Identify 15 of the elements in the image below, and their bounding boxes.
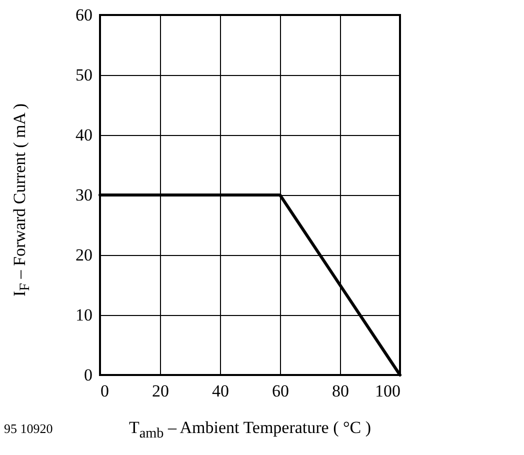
y-tick-label: 50 <box>76 66 92 84</box>
text: 95 10920 <box>4 421 53 437</box>
x-tick-label: 0 <box>100 382 109 400</box>
x-axis-title: T$_{amb}$ – Ambient Temperature ( °C ) <box>128 418 372 442</box>
x-tick-label: 40 <box>212 382 229 400</box>
y-tick-label: 0 <box>84 366 92 384</box>
x-tick-label: 100 <box>375 382 400 400</box>
y-tick-label: 60 <box>76 6 92 24</box>
y-tick-label: 30 <box>76 186 92 204</box>
y-tick-label: 40 <box>76 126 92 144</box>
y-tick-label: 20 <box>76 246 92 264</box>
x-tick-label: 20 <box>152 382 169 400</box>
y-tick-label: 10 <box>76 306 92 324</box>
x-tick-label: 60 <box>272 382 289 400</box>
x-tick-label: 80 <box>332 382 349 400</box>
